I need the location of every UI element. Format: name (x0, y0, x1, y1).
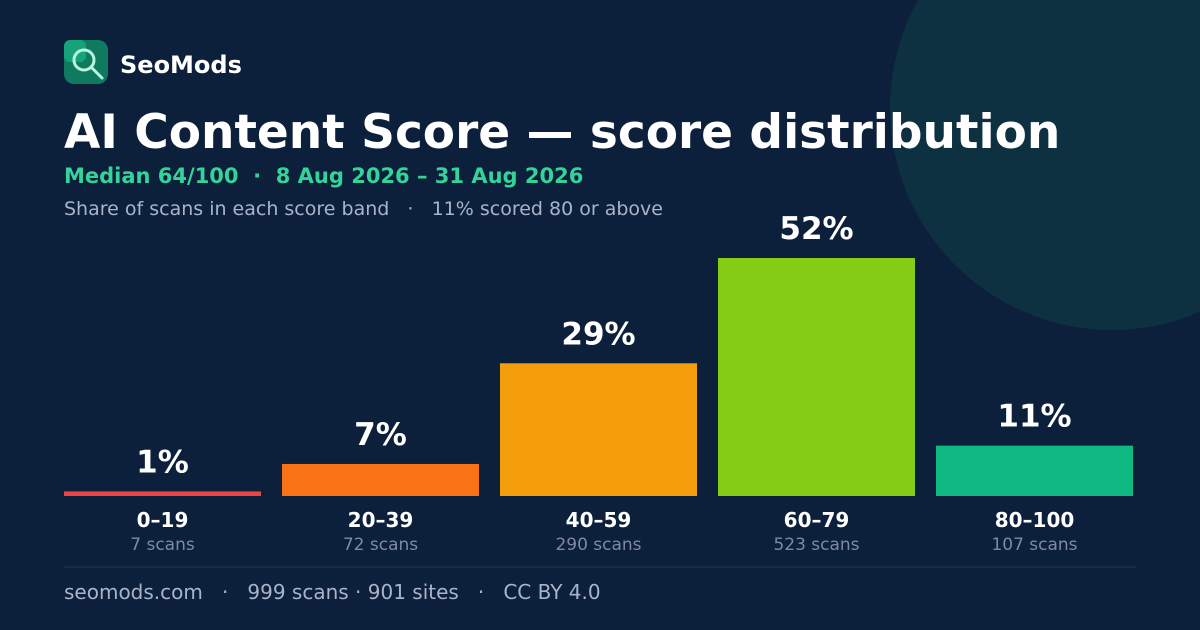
value-label: 11% (997, 399, 1071, 435)
value-label: 52% (779, 211, 853, 247)
plot: 1% 0–19 7 scans 7% 20–39 72 scans 29% 40–59 290 … (64, 211, 1133, 555)
description: Share of scans in each score band · 11% … (64, 198, 663, 220)
category-note: 290 scans (555, 535, 641, 555)
category-note: 107 scans (991, 535, 1077, 555)
chart-title: AI Content Score — score distribution (64, 105, 1060, 160)
value-label: 1% (136, 444, 189, 480)
footer: seomods.com · 999 scans · 901 sites · CC… (64, 580, 601, 604)
brand: SeoMods (120, 51, 242, 79)
bar (718, 258, 915, 496)
bar (282, 463, 479, 496)
value-label: 7% (354, 417, 407, 453)
logo (64, 40, 108, 84)
bar (500, 363, 697, 496)
category-note: 7 scans (130, 535, 195, 555)
subtitle: Median 64/100 · 8 Aug 2026 – 31 Aug 2026 (64, 164, 583, 188)
category-label: 40–59 (566, 508, 632, 532)
category-label: 60–79 (784, 508, 850, 532)
category-label: 20–39 (348, 508, 414, 532)
decor-circle (890, 0, 1200, 330)
category-note: 72 scans (343, 535, 418, 555)
bar (64, 491, 261, 496)
bar (936, 445, 1133, 496)
category-note: 523 scans (773, 535, 859, 555)
category-label: 0–19 (137, 508, 189, 532)
category-label: 80–100 (995, 508, 1075, 532)
value-label: 29% (561, 316, 635, 352)
